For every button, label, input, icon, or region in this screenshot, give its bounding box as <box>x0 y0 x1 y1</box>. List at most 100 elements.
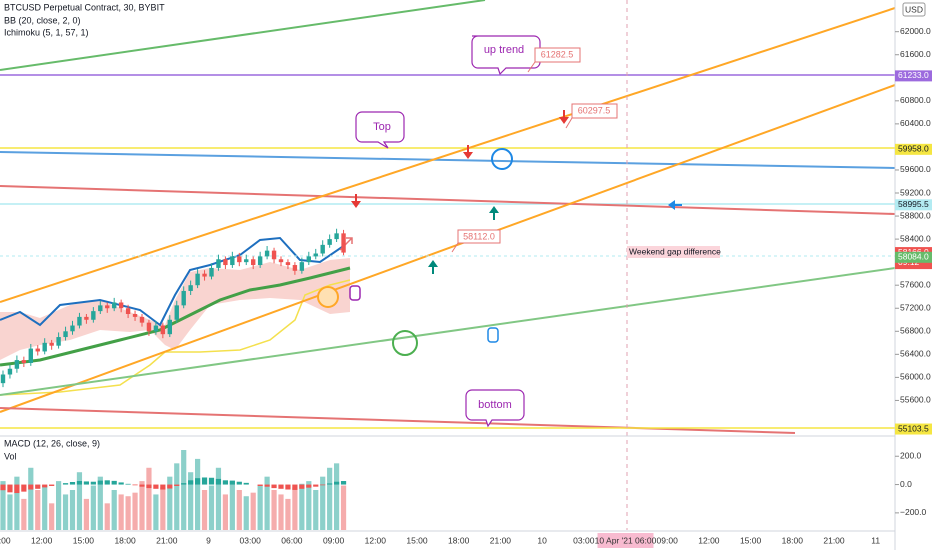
macd-bar <box>299 484 305 489</box>
volume-bar <box>229 481 235 530</box>
volume-bar <box>215 467 222 530</box>
macd-bar <box>76 481 83 485</box>
candle-body <box>91 311 96 320</box>
volume-bar <box>236 490 242 530</box>
candle-body <box>139 316 145 323</box>
macd-bar <box>42 484 48 488</box>
emoji <box>392 330 418 356</box>
price-tag-label: 61233.0 <box>898 70 929 80</box>
volume-bar <box>146 467 152 530</box>
candle-body <box>14 360 20 369</box>
volume-bar <box>7 494 13 530</box>
macd-bar <box>0 484 6 491</box>
volume-bar <box>0 481 6 530</box>
y-tick-label: 56800.0 <box>900 326 931 336</box>
x-tick-label: 18:00 <box>448 535 470 545</box>
candle-body <box>244 259 249 263</box>
candle-body <box>251 259 256 266</box>
crosshair-label-bg <box>597 533 654 548</box>
candle-body <box>230 256 235 266</box>
macd-bar <box>243 482 249 485</box>
annotation: Weekend gap difference <box>629 246 721 256</box>
macd-bar <box>139 484 145 487</box>
volume-bar <box>139 481 145 530</box>
candle-body <box>21 360 27 363</box>
candle-body <box>84 316 89 320</box>
macd-bar <box>146 484 152 489</box>
candle-body <box>77 316 82 326</box>
y-tick-label: 56400.0 <box>900 349 931 359</box>
macd-bar <box>49 484 55 486</box>
volume-bar <box>334 463 340 530</box>
x-tick-label: 12:00 <box>698 535 720 545</box>
emoji <box>491 148 513 170</box>
indicator-label: Ichimoku (5, 1, 57, 1) <box>4 27 89 37</box>
candle-body <box>125 308 131 315</box>
macd-bar <box>340 481 347 485</box>
x-tick-label: 21:00 <box>823 535 845 545</box>
candle-body <box>42 342 47 352</box>
volume-bar <box>181 450 187 530</box>
y-tick-label: 58400.0 <box>900 233 931 243</box>
price-tag-label: 58995.5 <box>898 199 929 209</box>
channel-line <box>0 84 896 413</box>
indicator-label: MACD (12, 26, close, 9) <box>4 438 100 448</box>
x-tick-label: 18:00 <box>114 535 136 545</box>
candle-body <box>306 256 311 263</box>
macd-bar <box>21 484 27 492</box>
x-tick-label: 11 <box>871 535 880 545</box>
macd-bar <box>181 483 187 485</box>
macd-bar <box>264 484 270 487</box>
volume-bar <box>257 485 263 530</box>
arrow-left <box>668 200 682 210</box>
x-tick-label: 15:00 <box>740 535 762 545</box>
macd-bar <box>83 481 89 485</box>
y-tick-label: 62000.0 <box>900 26 931 36</box>
macd-bar <box>174 484 180 486</box>
candle-body <box>195 273 200 286</box>
x-tick-label: 12:00 <box>365 535 387 545</box>
callout <box>465 389 525 428</box>
price-tag-label: 58084.0 <box>898 252 929 262</box>
trend-line <box>0 0 486 71</box>
candle-body <box>174 305 179 320</box>
price-label-box <box>571 103 618 119</box>
candle-body <box>341 233 346 253</box>
candle-body <box>181 290 186 306</box>
x-tick-label: 03:00 <box>240 535 262 545</box>
candle-body <box>132 314 138 317</box>
annotation: 61282.5 <box>541 49 574 59</box>
candle-body <box>28 348 33 363</box>
y-tick-label: 60800.0 <box>900 95 931 105</box>
candle-body <box>188 285 193 291</box>
indicator-label: Vol <box>4 451 17 461</box>
volume-bar <box>83 498 89 530</box>
y-tick-label: 56000.0 <box>900 372 931 382</box>
annotation: bottom <box>478 399 512 411</box>
y-tick-label: 60400.0 <box>900 118 931 128</box>
volume-bar <box>271 490 277 530</box>
macd-bar <box>257 484 263 486</box>
volume-bar <box>222 494 228 530</box>
annotation: 58112.0 <box>463 231 495 241</box>
candle-body <box>105 305 110 309</box>
candle-body <box>271 250 277 260</box>
macd-bar <box>236 481 242 485</box>
volume-bar <box>201 490 208 530</box>
volume-bar <box>320 476 326 530</box>
y-tick-label: 61600.0 <box>900 49 931 59</box>
x-tick-label: 09:00 <box>657 535 679 545</box>
macd-bar <box>215 478 222 485</box>
price-tag <box>895 143 932 155</box>
ichimoku-line <box>0 279 351 396</box>
y-tick-label: 59600.0 <box>900 164 931 174</box>
callout <box>355 111 405 149</box>
trend-line <box>0 185 896 215</box>
macd-bar <box>306 484 312 488</box>
candle-body <box>292 265 298 271</box>
candle-body <box>56 337 61 346</box>
emoji <box>317 286 339 308</box>
candle-body <box>167 319 172 335</box>
candle-body <box>327 239 332 245</box>
price-tag-label: 59958.0 <box>898 144 929 154</box>
